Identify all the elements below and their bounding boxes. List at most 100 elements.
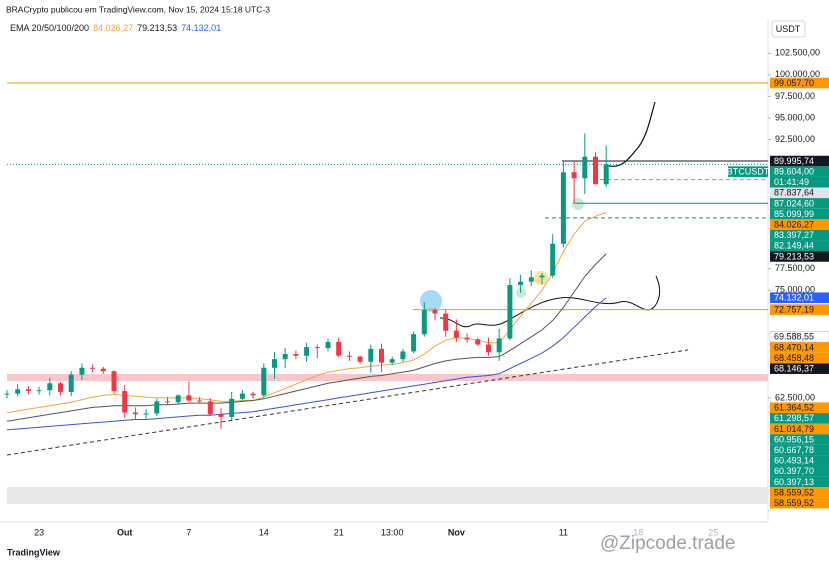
candle-body bbox=[90, 367, 96, 369]
trend-line bbox=[6, 349, 689, 456]
price-tag bbox=[770, 304, 829, 315]
candle-body bbox=[58, 383, 63, 392]
candle-body bbox=[186, 395, 192, 401]
price-tag bbox=[770, 292, 829, 304]
candle-body bbox=[282, 354, 288, 360]
projection-path bbox=[439, 275, 661, 328]
candle-body bbox=[550, 243, 556, 276]
candle-body bbox=[143, 413, 149, 415]
price-tag bbox=[770, 187, 829, 199]
countdown-tag bbox=[770, 176, 829, 188]
price-tag bbox=[770, 219, 829, 230]
candle-body bbox=[486, 344, 491, 353]
x-tick-label: 7 bbox=[186, 527, 191, 537]
footer-logo: TradingView bbox=[7, 547, 61, 557]
candle-body bbox=[453, 330, 459, 338]
y-tick-label: 100.000,00 bbox=[775, 69, 820, 79]
candle-body bbox=[421, 310, 427, 335]
price-tag bbox=[770, 240, 829, 252]
x-tick-label: 14 bbox=[259, 527, 269, 537]
price-tag-label: 68.470,14 bbox=[774, 342, 814, 352]
price-tag bbox=[770, 342, 829, 353]
ema-line bbox=[6, 212, 607, 414]
price-tag-label: 68.458,48 bbox=[774, 353, 814, 363]
candle-body bbox=[518, 281, 524, 286]
ema-line bbox=[6, 253, 607, 422]
price-tag-label: 60.397,70 bbox=[774, 466, 814, 476]
price-tag bbox=[770, 497, 829, 509]
price-tag bbox=[770, 166, 829, 177]
price-tag-label: 79.213,53 bbox=[774, 251, 814, 261]
price-tag-label: 60.667,78 bbox=[774, 445, 814, 455]
countdown: 01:41:49 bbox=[774, 177, 809, 187]
x-tick-label: 11 bbox=[559, 527, 568, 537]
candle-body bbox=[111, 371, 117, 392]
price-tag bbox=[770, 155, 829, 167]
price-tag-label: 85.099,99 bbox=[774, 209, 814, 219]
price-tag bbox=[770, 466, 829, 477]
candle-body bbox=[314, 347, 320, 349]
support-zone bbox=[7, 374, 768, 381]
y-tick-label: 95.000,00 bbox=[775, 112, 815, 122]
price-tag-label: 58.559,52 bbox=[774, 487, 814, 497]
price-tag-label: 58.559,52 bbox=[774, 498, 814, 508]
candle-body bbox=[560, 172, 566, 244]
watermark: @Zipcode.trade bbox=[600, 533, 735, 554]
candle-body bbox=[346, 355, 352, 357]
currency-box[interactable] bbox=[771, 20, 806, 38]
candle-body bbox=[379, 348, 384, 363]
symbol-tag bbox=[728, 166, 768, 177]
price-tag-label: 87.024,60 bbox=[774, 198, 814, 208]
price-tag bbox=[770, 434, 829, 445]
candle-body bbox=[218, 414, 224, 417]
price-tag bbox=[770, 444, 829, 456]
candle-body bbox=[389, 359, 395, 363]
highlight-circle bbox=[516, 288, 526, 298]
candle-body bbox=[122, 391, 128, 413]
candle-body bbox=[464, 337, 470, 340]
candle-body bbox=[175, 395, 181, 403]
ema-line bbox=[6, 297, 607, 431]
candle-body bbox=[15, 389, 21, 394]
price-tag-label: 61.364,52 bbox=[774, 403, 814, 413]
symbol-label: BTCUSDT bbox=[727, 167, 770, 177]
y-tick-label: 102.500,00 bbox=[775, 48, 820, 58]
candle-body bbox=[68, 374, 74, 392]
candle-body bbox=[36, 390, 42, 392]
price-tag-label: 82.149,44 bbox=[774, 241, 814, 251]
candle-body bbox=[528, 277, 534, 282]
price-tag-label: 60.493,14 bbox=[774, 456, 814, 466]
candle-body bbox=[400, 351, 406, 360]
candle-body bbox=[293, 354, 299, 356]
price-tag bbox=[770, 77, 829, 89]
candle-body bbox=[571, 172, 577, 179]
candle-body bbox=[582, 156, 588, 179]
candle-body bbox=[603, 164, 609, 185]
price-tag-label: 89.995,74 bbox=[774, 156, 814, 166]
price-tag-label: 89.604,00 bbox=[774, 167, 814, 177]
candle-body bbox=[79, 367, 85, 375]
x-tick-label: Nov bbox=[448, 527, 465, 537]
header: BRACrypto publicou em TradingView.com, N… bbox=[6, 4, 270, 14]
candle-body bbox=[165, 401, 170, 403]
x-tick-label: 23 bbox=[34, 527, 44, 537]
price-tag-label: 61.298,57 bbox=[774, 413, 814, 423]
x-tick-label: 25 bbox=[708, 527, 718, 537]
price-tag bbox=[770, 423, 829, 435]
candle-body bbox=[4, 393, 10, 395]
candle-body bbox=[411, 334, 417, 352]
highlight-circle bbox=[420, 290, 442, 312]
highlight-circle bbox=[572, 198, 584, 210]
price-tag-label: 84.026,27 bbox=[774, 220, 814, 230]
y-tick-label: 75.000,00 bbox=[775, 285, 815, 295]
candle-body bbox=[593, 156, 598, 185]
x-tick-label: Out bbox=[117, 527, 133, 537]
indicator-title: EMA 20/50/100/200 bbox=[10, 23, 89, 33]
candle-body bbox=[239, 393, 245, 399]
gray-zone bbox=[7, 487, 768, 504]
candle-body bbox=[336, 341, 342, 356]
price-tag-label: 72.757,19 bbox=[774, 304, 814, 314]
candle-body bbox=[207, 401, 213, 415]
candle-body bbox=[325, 341, 331, 348]
